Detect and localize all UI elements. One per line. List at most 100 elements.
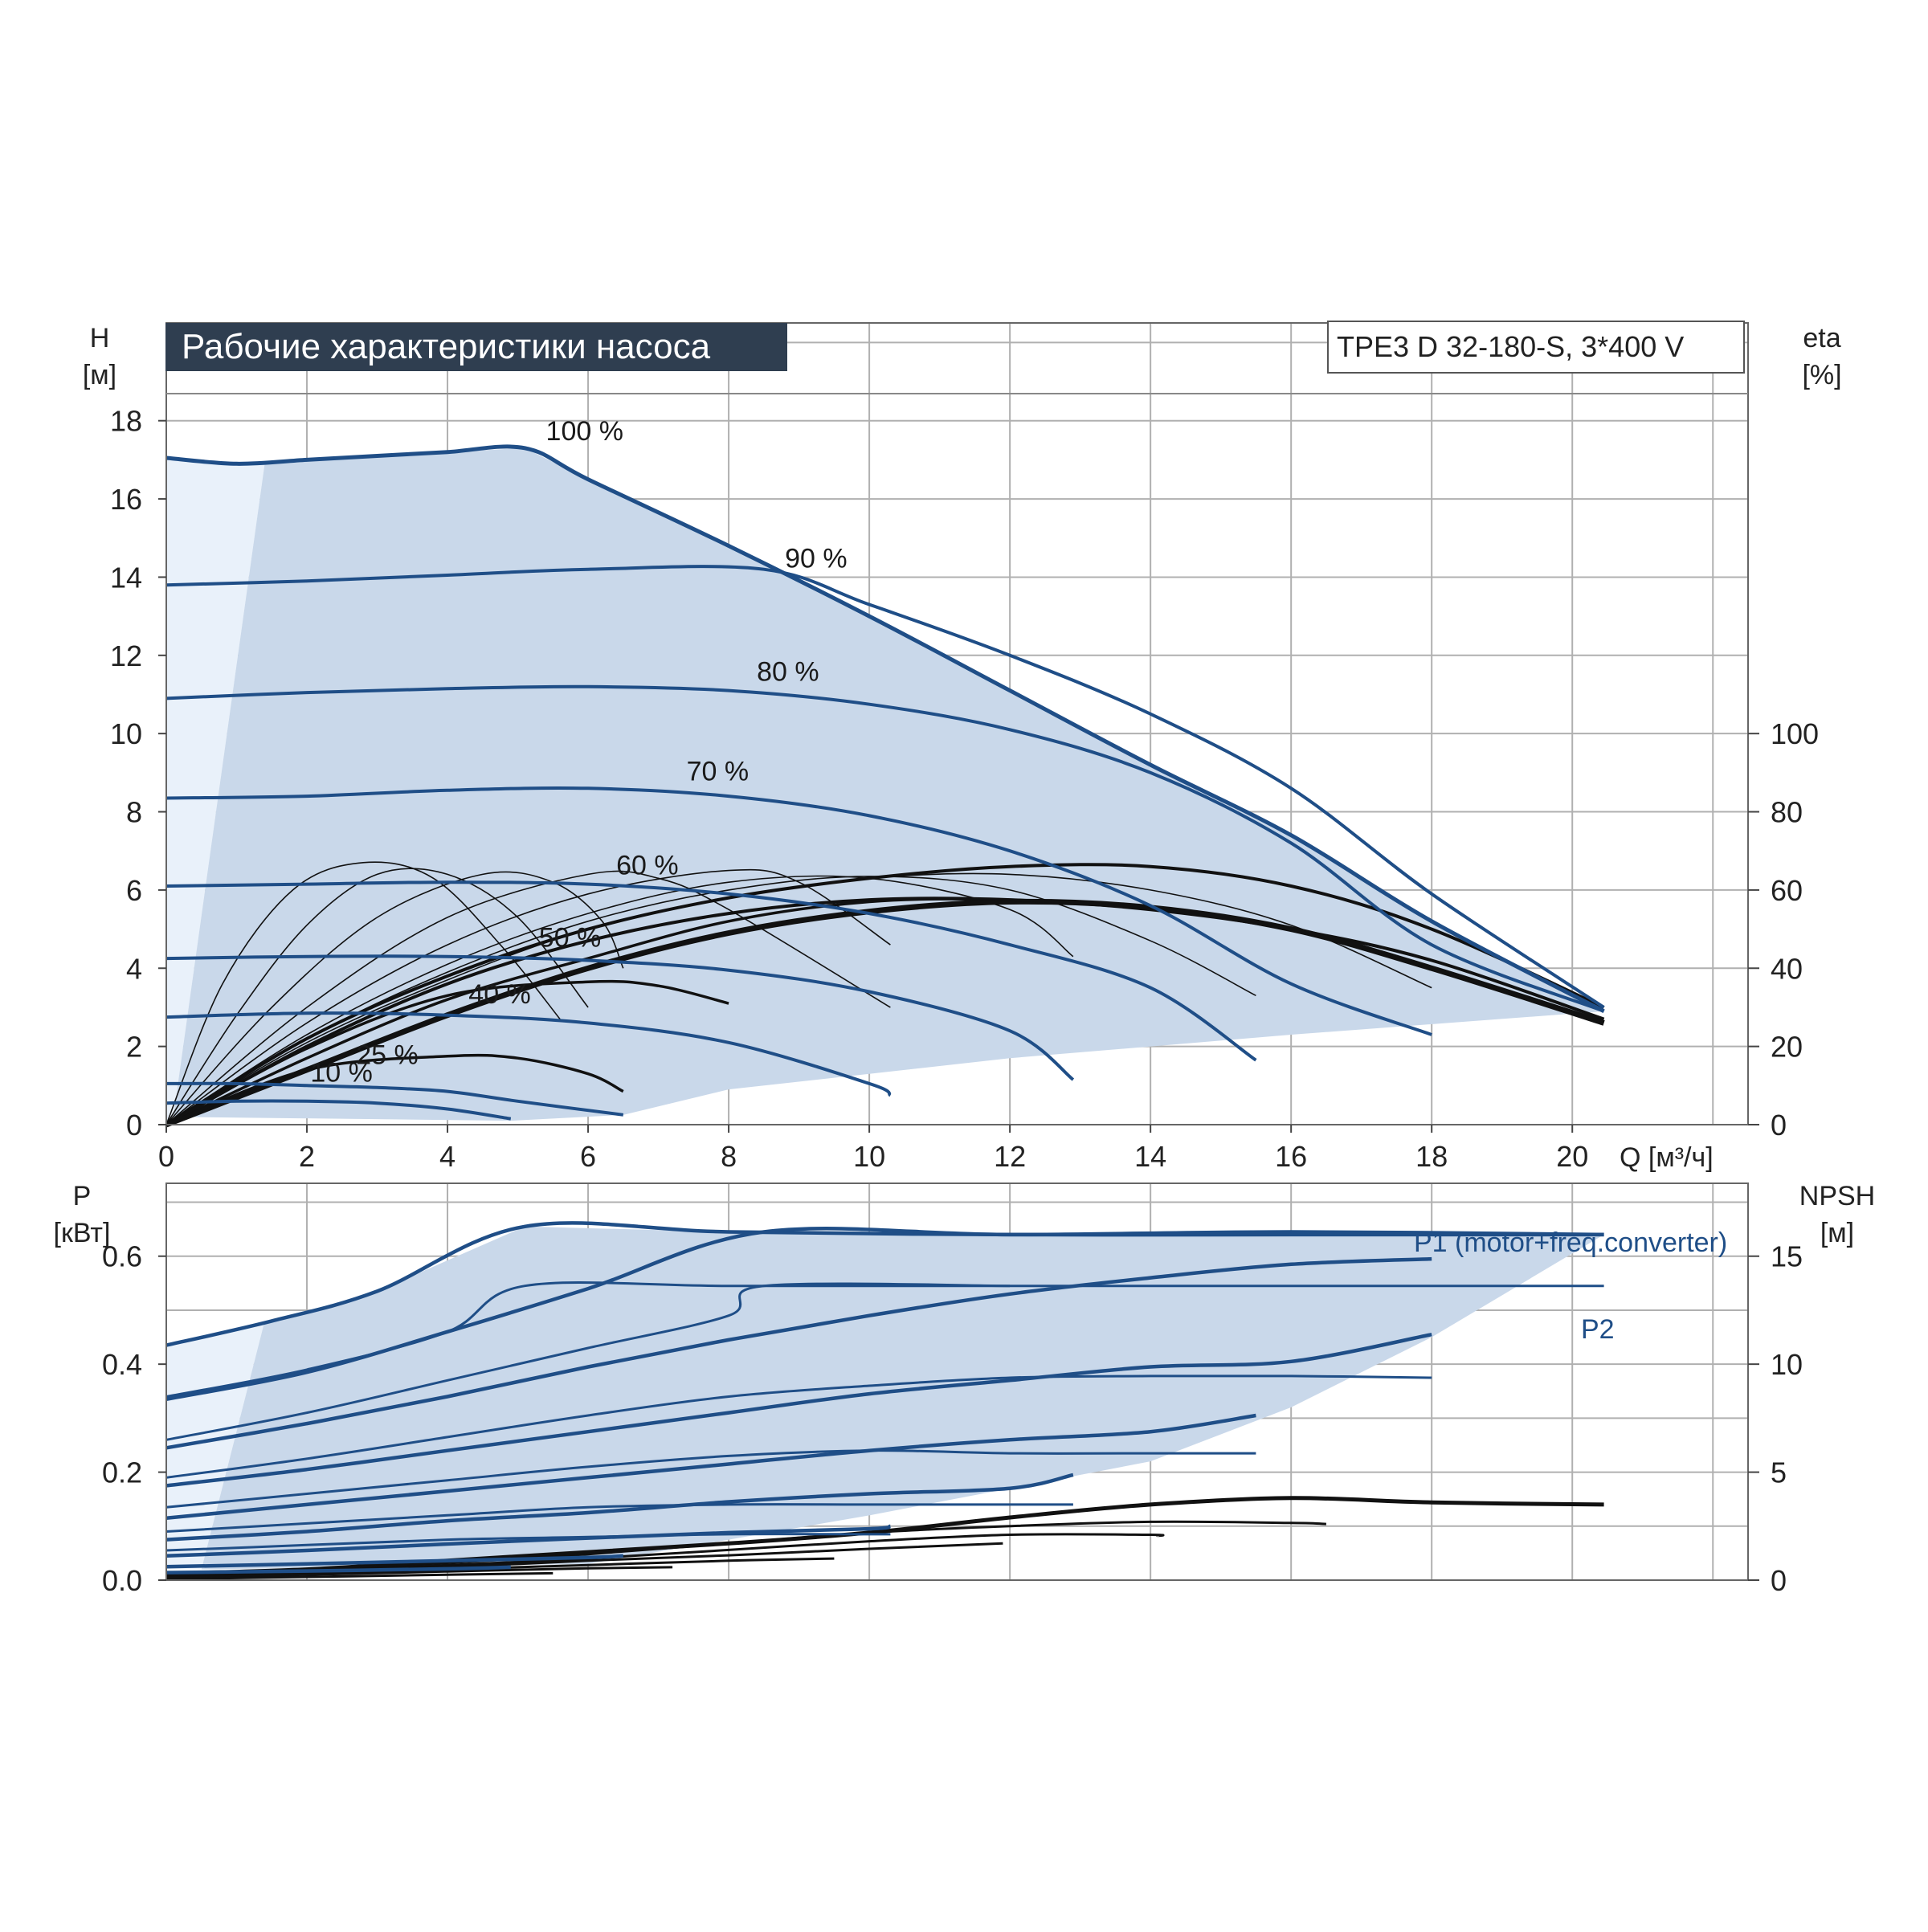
speed-curve-label: 40 % (468, 979, 531, 1010)
eta-curve (165, 897, 1605, 1126)
p1-curve (165, 1221, 1604, 1347)
head-speed-curve (165, 1081, 624, 1117)
y2-tick-label: 40 (1771, 952, 1803, 985)
head-axes: 0 2 4 6 8 10 12 14 16 18 20 0 2 4 6 8 10 12 14 16 18 0 20 40 60 8… (110, 322, 1819, 1173)
x-tick-label: 4 (439, 1140, 455, 1173)
eta-curve (165, 868, 589, 1125)
y-tick-label: 4 (126, 952, 142, 985)
chart-title: Рабочие характеристики насоса (182, 327, 711, 366)
chart-title-banner (165, 323, 787, 371)
speed-curve-label: 100 % (546, 416, 623, 447)
y-tick-label: 6 (126, 874, 142, 907)
npsh-y-tick-label: 5 (1771, 1456, 1787, 1489)
y-tick-label: 12 (110, 639, 142, 672)
p1-curve (165, 1256, 1432, 1450)
flow-xlabel: Q [м³/ч] (1620, 1142, 1714, 1173)
npsh-curve (165, 1566, 673, 1579)
x-tick-label: 10 (853, 1140, 885, 1173)
eta-ylabel-symbol: eta (1803, 323, 1840, 353)
speed-curve-label: 70 % (687, 757, 750, 787)
p1-curve (165, 1332, 1432, 1488)
head-speed-curve (165, 880, 1257, 1062)
power-y-tick-label: 0.6 (102, 1240, 142, 1273)
p2-label: P2 (1581, 1314, 1615, 1345)
head-operating-area (166, 447, 1604, 1125)
p2-curve (165, 1282, 1011, 1441)
x-tick-label: 2 (299, 1140, 315, 1173)
x-tick-label: 6 (580, 1140, 596, 1173)
power-axes: 0.0 0.2 0.4 0.6 0 5 10 15 (102, 1182, 1803, 1597)
npsh-curve (165, 1520, 1326, 1578)
npsh-y-tick-label: 0 (1771, 1564, 1787, 1597)
p1-curve (165, 1554, 623, 1569)
y-tick-label: 14 (110, 561, 142, 594)
head-frame (165, 322, 1749, 1125)
p1-curve (165, 1472, 1074, 1542)
model-label: TPE3 D 32-180-S, 3*400 V (1337, 330, 1684, 363)
p1-curve (165, 1227, 1604, 1402)
y-tick-label: 0 (126, 1109, 142, 1142)
p2-curve (165, 1374, 1432, 1479)
speed-curve-label: 90 % (785, 543, 848, 574)
head-speed-curve (165, 1099, 512, 1121)
eta-curve (165, 868, 891, 1125)
power-y-tick-label: 0.0 (102, 1564, 142, 1597)
npsh-ylabel-symbol: NPSH (1799, 1181, 1875, 1211)
power-frame (165, 1182, 1749, 1581)
y-tick-label: 2 (126, 1031, 142, 1064)
x-tick-label: 16 (1275, 1140, 1307, 1173)
speed-curve-label: 10 % (310, 1057, 373, 1088)
x-tick-label: 12 (994, 1140, 1026, 1173)
eta-curve (165, 876, 1256, 1125)
power-area (201, 1226, 1604, 1570)
head-speed-curve (165, 954, 1075, 1081)
power-y-tick-label: 0.4 (102, 1348, 142, 1381)
speed-curve-label: 50 % (539, 922, 602, 953)
eta-curve (165, 870, 891, 1125)
npsh-curve (165, 1571, 553, 1581)
speed-curve-label: 25 % (356, 1040, 419, 1071)
eta-curve (165, 871, 624, 1125)
y2-tick-label: 0 (1771, 1109, 1787, 1142)
working-curve (165, 898, 1605, 1128)
head-curves (165, 444, 1605, 1128)
y2-tick-label: 100 (1771, 717, 1819, 750)
x-tick-label: 18 (1415, 1140, 1448, 1173)
p1-label: P1 (motor+freq.converter) (1414, 1227, 1727, 1258)
head-speed-curve (165, 565, 1605, 1009)
speed-curve-label: 60 % (616, 850, 679, 880)
y-tick-label: 18 (110, 405, 142, 438)
x-tick-label: 14 (1134, 1140, 1166, 1173)
p1-curve (165, 1524, 892, 1558)
head-speed-curve (165, 786, 1432, 1036)
npsh-ylabel-unit: [м] (1820, 1218, 1854, 1248)
speed-curve-label: 80 % (757, 656, 819, 687)
p1-curve (165, 1565, 511, 1575)
head-speed-curve (165, 1011, 892, 1097)
head-speed-curve (165, 684, 1605, 1013)
y-tick-label: 10 (110, 717, 142, 750)
y-tick-label: 8 (126, 796, 142, 829)
eta-curve (165, 861, 561, 1125)
p2-curve (165, 1449, 1256, 1509)
working-curve (165, 979, 729, 1126)
power-ylabel-unit: [кВт] (54, 1218, 111, 1248)
p2-curve (165, 1503, 1073, 1533)
y-tick-label: 16 (110, 483, 142, 516)
x-tick-label: 0 (158, 1140, 174, 1173)
npsh-y-tick-label: 10 (1771, 1348, 1803, 1381)
head-area (173, 447, 1604, 1121)
eta-curve (165, 875, 1074, 1125)
y2-tick-label: 20 (1771, 1031, 1803, 1064)
y2-tick-label: 60 (1771, 874, 1803, 907)
model-box (1327, 321, 1745, 374)
power-ylabel-symbol: P (73, 1181, 92, 1211)
x-tick-label: 20 (1556, 1140, 1588, 1173)
power-curves (165, 1221, 1604, 1581)
npsh-y-tick-label: 15 (1771, 1240, 1803, 1273)
head-ylabel-unit: [м] (83, 360, 116, 390)
head-ylabel-symbol: H (90, 323, 110, 353)
head-curve-labels: 100 % 90 % 80 % 70 % 60 % 50 % 40 % 25 %10 % (310, 416, 847, 1088)
